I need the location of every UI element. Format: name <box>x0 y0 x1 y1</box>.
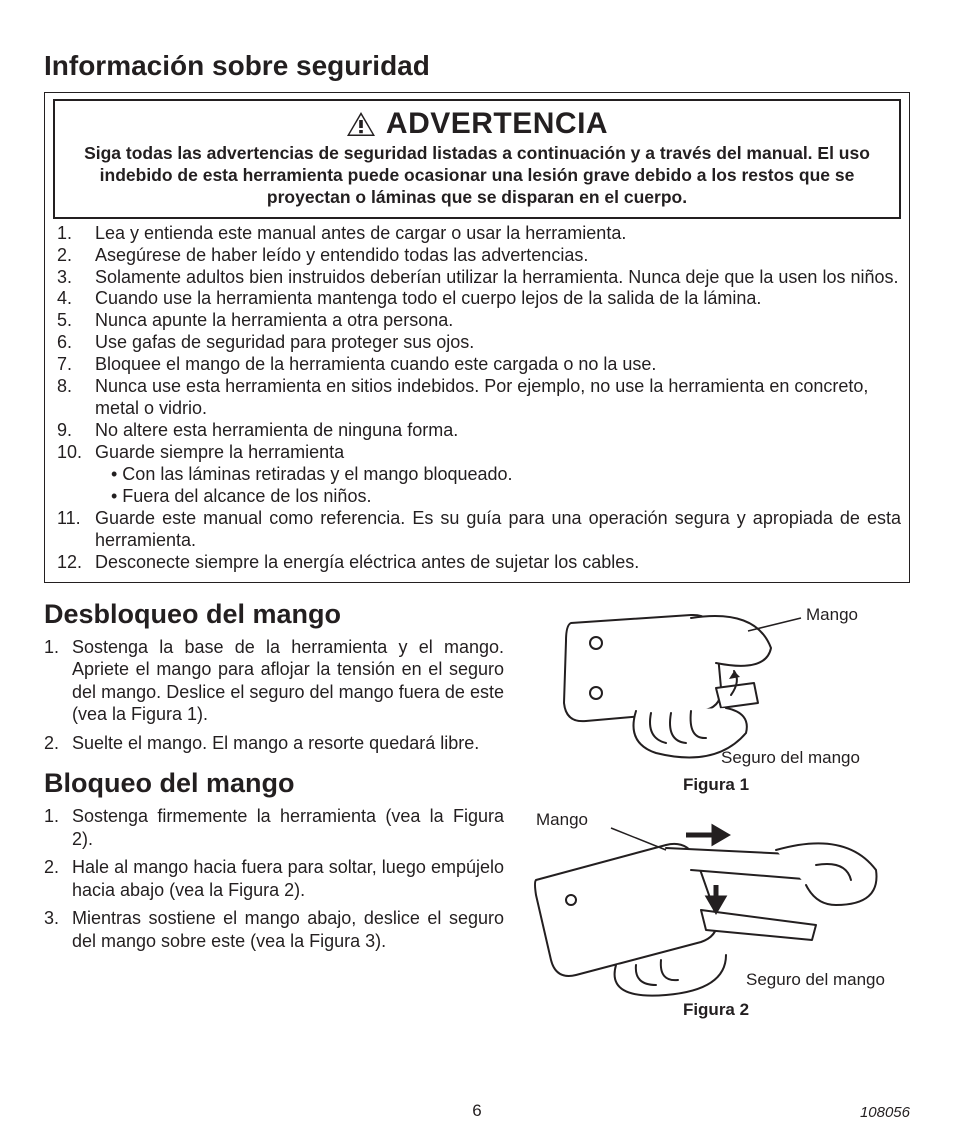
list-item: Bloquee el mango de la herramienta cuand… <box>95 354 901 376</box>
warning-box: ADVERTENCIA Siga todas las advertencias … <box>44 92 910 583</box>
figure-1-lock-label: Seguro del mango <box>721 748 860 768</box>
list-item: Solamente adultos bien instruidos deberí… <box>95 267 901 289</box>
list-subitem: • Fuera del alcance de los niños. <box>53 486 901 508</box>
step-number: 1. <box>44 636 72 726</box>
list-number: 3. <box>53 267 95 289</box>
lock-steps: 1.Sostenga firmemente la herramienta (ve… <box>44 805 504 952</box>
list-number: 6. <box>53 332 95 354</box>
page-number: 6 <box>0 1101 954 1121</box>
list-number: 4. <box>53 288 95 310</box>
step-text: Mientras sostiene el mango abajo, deslic… <box>72 907 504 952</box>
page-title: Información sobre seguridad <box>44 50 910 82</box>
step-number: 3. <box>44 907 72 952</box>
list-item: Guarde siempre la herramienta <box>95 442 901 464</box>
step-number: 1. <box>44 805 72 850</box>
figure-2: Mango <box>516 810 916 1030</box>
list-item: Use gafas de seguridad para proteger sus… <box>95 332 901 354</box>
list-item: Guarde este manual como referencia. Es s… <box>95 508 901 552</box>
step-number: 2. <box>44 732 72 755</box>
list-number: 9. <box>53 420 95 442</box>
list-number: 11. <box>53 508 95 552</box>
figure-1-caption: Figura 1 <box>516 775 916 795</box>
list-number: 10. <box>53 442 95 464</box>
list-item: Desconecte siempre la energía eléctrica … <box>95 552 901 574</box>
warning-triangle-icon <box>346 111 376 137</box>
list-number: 8. <box>53 376 95 420</box>
warning-heading-line: ADVERTENCIA <box>65 107 889 141</box>
list-item: Cuando use la herramienta mantenga todo … <box>95 288 901 310</box>
warning-heading: ADVERTENCIA <box>386 107 608 141</box>
list-item: No altere esta herramienta de ninguna fo… <box>95 420 901 442</box>
lock-title: Bloqueo del mango <box>44 768 504 799</box>
figure-2-handle-label: Mango <box>536 810 588 830</box>
figure-1-handle-label: Mango <box>806 605 858 625</box>
unlock-steps: 1.Sostenga la base de la herramienta y e… <box>44 636 504 755</box>
list-number: 2. <box>53 245 95 267</box>
list-item: Nunca use esta herramienta en sitios ind… <box>95 376 901 420</box>
list-item: Lea y entienda este manual antes de carg… <box>95 223 901 245</box>
warning-header: ADVERTENCIA Siga todas las advertencias … <box>53 99 901 219</box>
figures-column: Mango Seguro del mango Figura 1 Mango <box>516 593 916 1030</box>
list-item: Asegúrese de haber leído y entendido tod… <box>95 245 901 267</box>
list-subitem: • Con las láminas retiradas y el mango b… <box>53 464 901 486</box>
figure-1: Mango Seguro del mango Figura 1 <box>516 593 916 798</box>
warning-body: Siga todas las advertencias de seguridad… <box>65 143 889 209</box>
list-number: 1. <box>53 223 95 245</box>
step-text: Hale al mango hacia fuera para soltar, l… <box>72 856 504 901</box>
step-text: Sostenga firmemente la herramienta (vea … <box>72 805 504 850</box>
figure-2-lock-label: Seguro del mango <box>746 970 885 990</box>
unlock-title: Desbloqueo del mango <box>44 599 504 630</box>
warning-list: 1.Lea y entienda este manual antes de ca… <box>53 223 901 574</box>
step-text: Suelte el mango. El mango a resorte qued… <box>72 732 504 755</box>
list-number: 5. <box>53 310 95 332</box>
step-number: 2. <box>44 856 72 901</box>
instructions-column: Desbloqueo del mango 1.Sostenga la base … <box>44 593 516 1030</box>
manual-page: Información sobre seguridad ADVERTENCIA … <box>0 0 954 1145</box>
step-text: Sostenga la base de la herramienta y el … <box>72 636 504 726</box>
document-id: 108056 <box>860 1104 910 1121</box>
lower-columns: Desbloqueo del mango 1.Sostenga la base … <box>44 593 910 1030</box>
list-number: 7. <box>53 354 95 376</box>
figure-2-caption: Figura 2 <box>516 1000 916 1020</box>
list-number: 12. <box>53 552 95 574</box>
list-item: Nunca apunte la herramienta a otra perso… <box>95 310 901 332</box>
